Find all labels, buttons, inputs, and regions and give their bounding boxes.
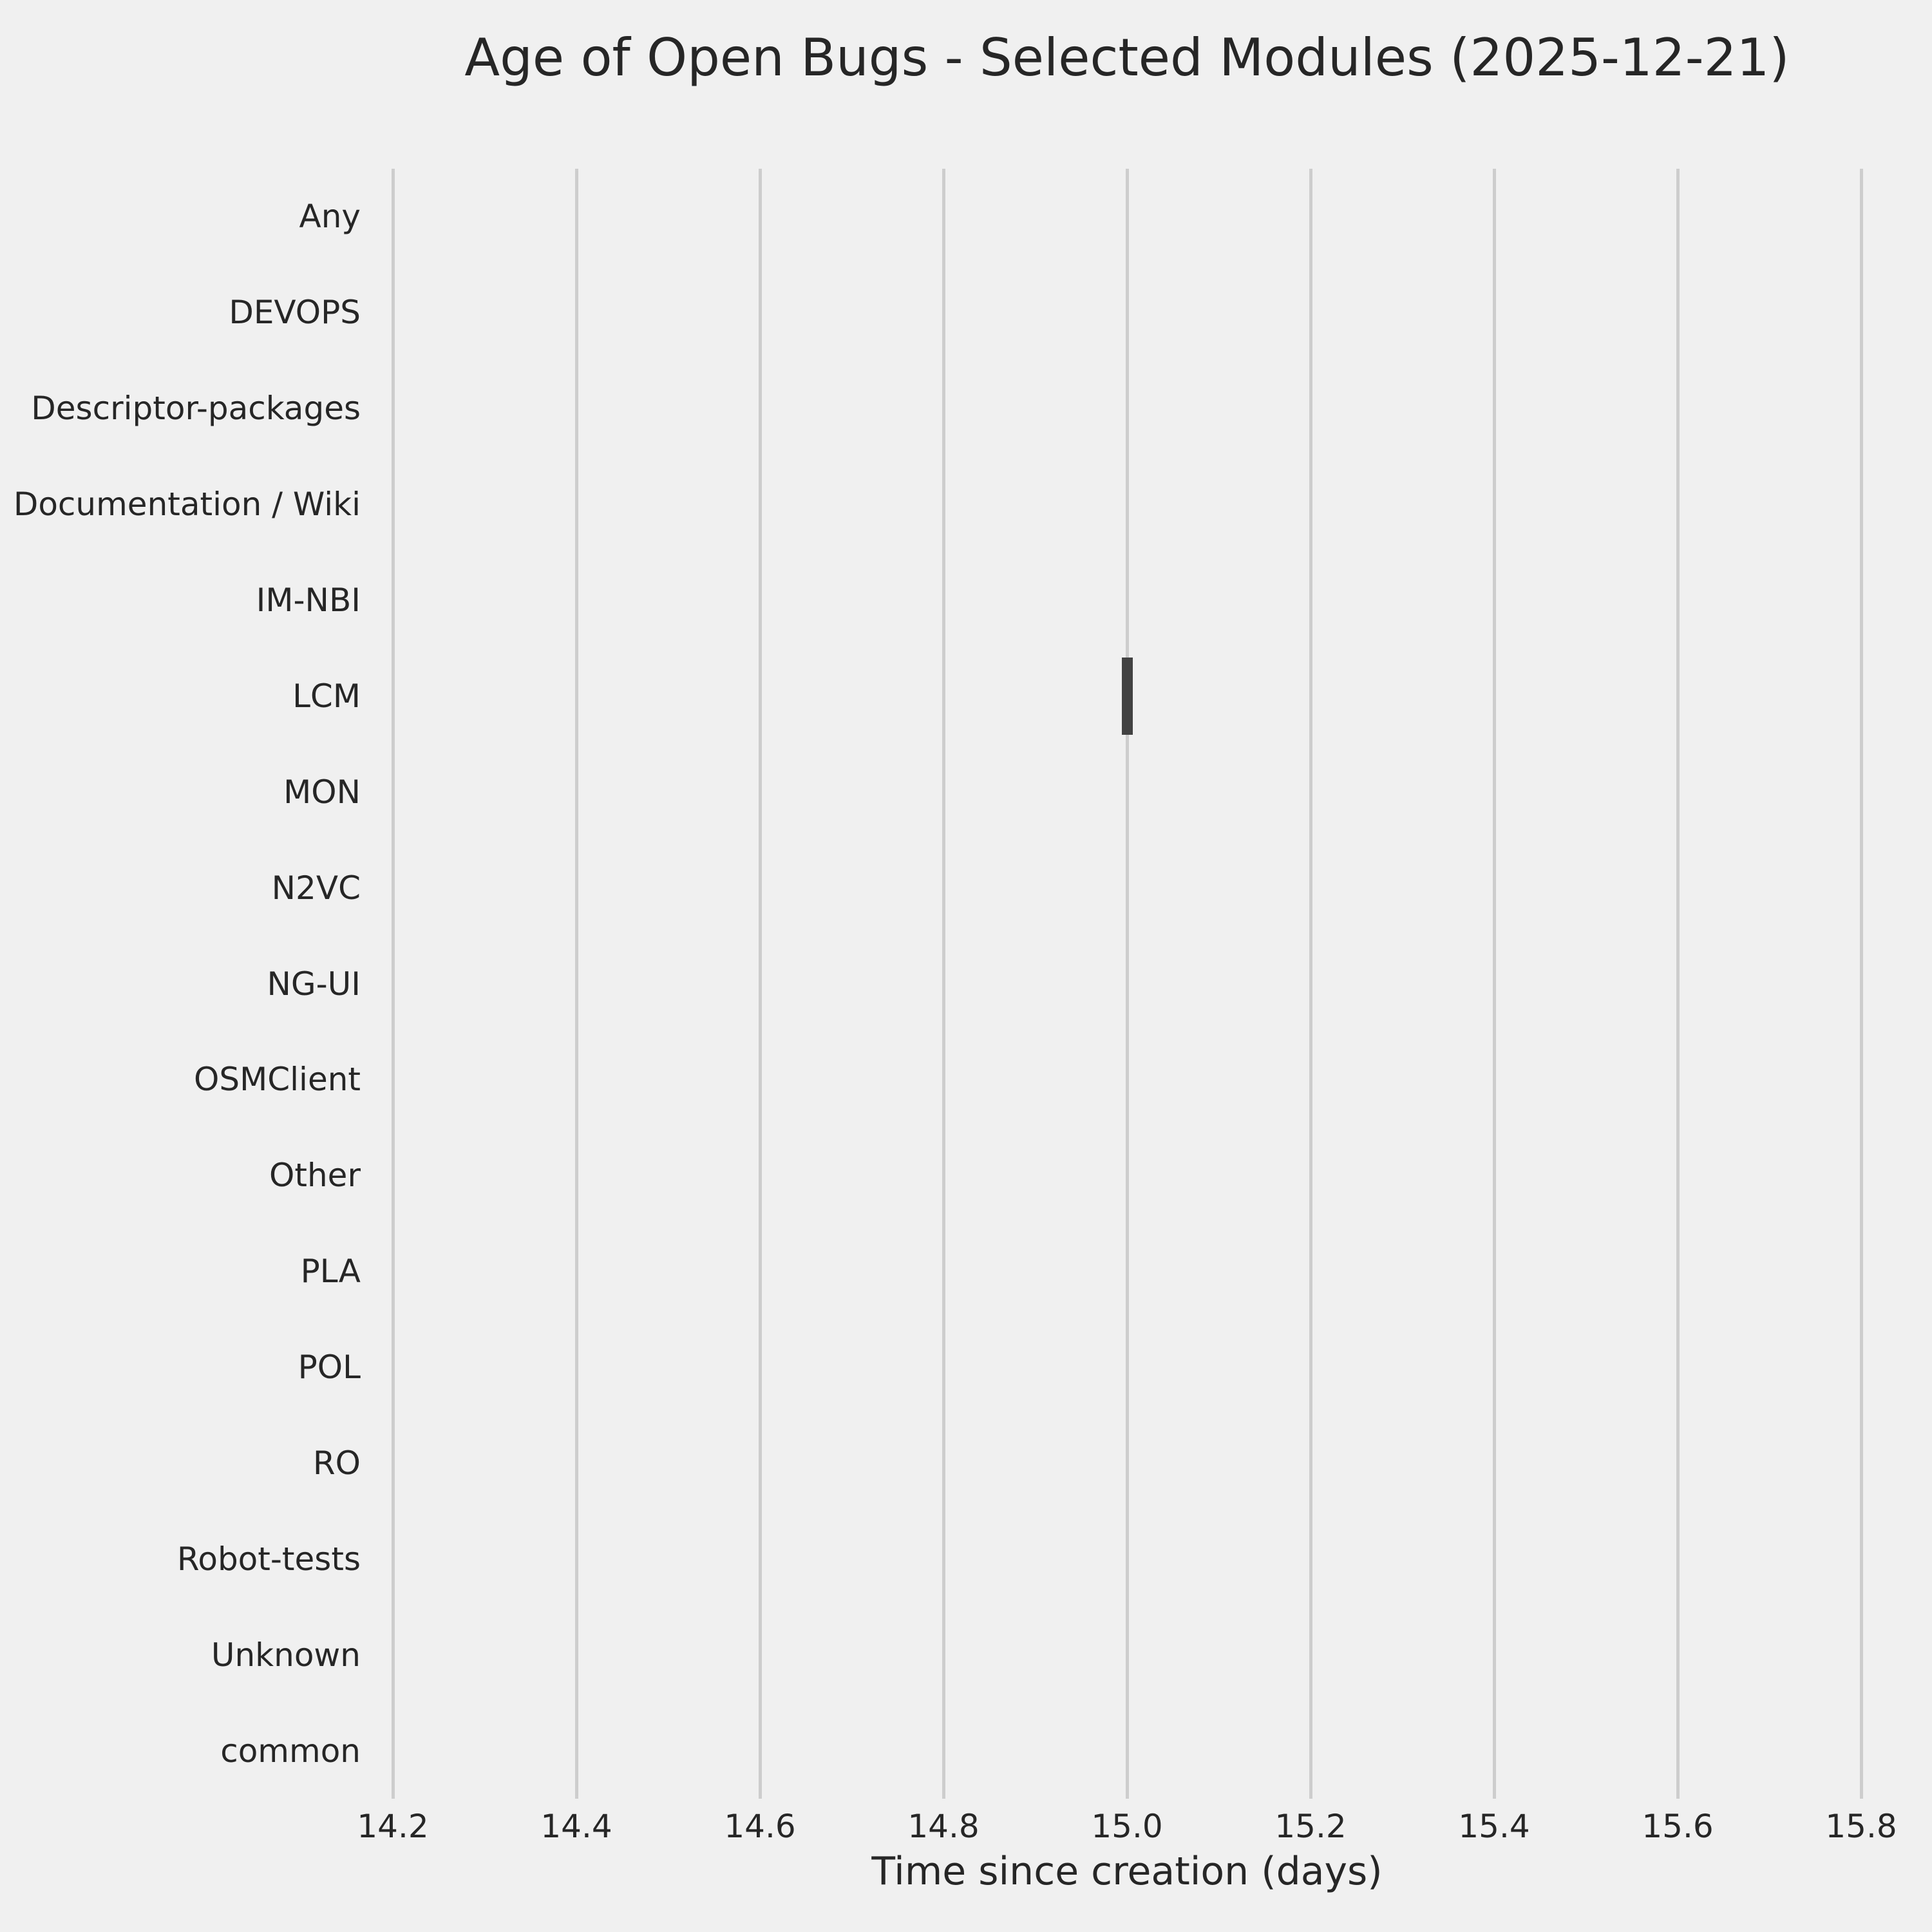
gridline	[1859, 169, 1863, 1799]
gridline	[1676, 169, 1680, 1799]
x-axis-tick-label: 15.4	[1458, 1808, 1530, 1845]
y-axis-label: Documentation / Wiki	[13, 486, 361, 524]
y-axis-label: RO	[312, 1444, 361, 1482]
x-axis-tick-label: 14.6	[724, 1808, 796, 1845]
y-axis-label: Unknown	[211, 1636, 361, 1674]
y-axis-label: Robot-tests	[176, 1540, 361, 1578]
lcm-box-marker	[1121, 657, 1133, 735]
gridline	[574, 169, 578, 1799]
gridline	[1309, 169, 1312, 1799]
y-axis-label: Any	[299, 198, 361, 236]
y-axis-label: common	[220, 1732, 361, 1770]
y-axis-label: PLA	[300, 1253, 361, 1291]
gridline	[942, 169, 945, 1799]
x-axis-tick-label: 14.2	[357, 1808, 429, 1845]
y-axis-label: Descriptor-packages	[31, 390, 361, 428]
y-axis-label: OSMClient	[194, 1061, 361, 1099]
x-axis-title: Time since creation (days)	[871, 1849, 1383, 1894]
x-axis-tick-label: 15.0	[1091, 1808, 1163, 1845]
x-axis-tick-label: 14.8	[907, 1808, 980, 1845]
y-axis-label: LCM	[292, 677, 361, 715]
x-axis-tick-label: 15.8	[1825, 1808, 1897, 1845]
x-axis-tick-label: 15.2	[1274, 1808, 1347, 1845]
chart-title: Age of Open Bugs - Selected Modules (202…	[464, 28, 1790, 88]
x-axis-tick-label: 15.6	[1642, 1808, 1714, 1845]
gridline	[758, 169, 762, 1799]
gridline	[1492, 169, 1496, 1799]
y-axis-label: IM-NBI	[256, 581, 361, 619]
y-axis-label: POL	[298, 1349, 361, 1387]
y-axis-label: N2VC	[271, 869, 361, 907]
y-axis-label: Other	[269, 1157, 361, 1195]
y-axis-label: NG-UI	[267, 965, 361, 1003]
y-axis-label: DEVOPS	[229, 294, 361, 332]
x-axis-tick-label: 14.4	[540, 1808, 612, 1845]
y-axis-label: MON	[283, 773, 361, 811]
gridline	[1125, 169, 1129, 1799]
gridline	[391, 169, 395, 1799]
